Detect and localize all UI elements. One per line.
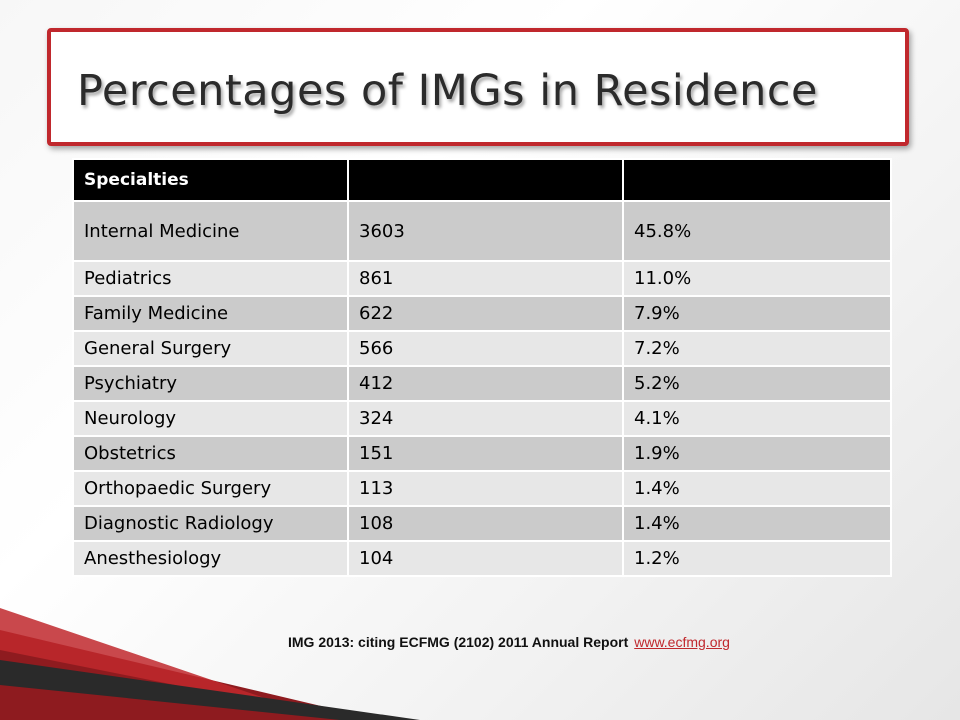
percent-cell: 7.2% <box>622 330 892 367</box>
percent-cell: 5.2% <box>622 365 892 402</box>
specialty-cell: Neurology <box>72 400 349 437</box>
decorative-swoosh <box>0 608 420 720</box>
count-cell: 622 <box>347 295 624 332</box>
percent-cell: 45.8% <box>622 200 892 262</box>
count-cell: 151 <box>347 435 624 472</box>
citation-text: IMG 2013: citing ECFMG (2102) 2011 Annua… <box>288 634 629 650</box>
table-row: Internal Medicine 3603 45.8% <box>72 200 892 262</box>
specialty-cell: Family Medicine <box>72 295 349 332</box>
percent-cell: 4.1% <box>622 400 892 437</box>
specialty-cell: Obstetrics <box>72 435 349 472</box>
header-percent <box>622 158 892 202</box>
table-row: Diagnostic Radiology 108 1.4% <box>72 505 892 542</box>
ecfmg-link[interactable]: www.ecfmg.org <box>634 634 730 650</box>
table-row: Obstetrics 151 1.9% <box>72 435 892 472</box>
specialty-cell: Anesthesiology <box>72 540 349 577</box>
count-cell: 104 <box>347 540 624 577</box>
percent-cell: 1.9% <box>622 435 892 472</box>
citation: IMG 2013: citing ECFMG (2102) 2011 Annua… <box>288 634 730 650</box>
title-box: Percentages of IMGs in Residence <box>47 28 909 146</box>
specialty-cell: Pediatrics <box>72 260 349 297</box>
count-cell: 324 <box>347 400 624 437</box>
specialty-cell: Psychiatry <box>72 365 349 402</box>
table-row: Psychiatry 412 5.2% <box>72 365 892 402</box>
table-row: Anesthesiology 104 1.2% <box>72 540 892 577</box>
table-row: General Surgery 566 7.2% <box>72 330 892 367</box>
specialties-table: Specialties Internal Medicine 3603 45.8%… <box>72 158 892 577</box>
percent-cell: 1.4% <box>622 505 892 542</box>
percent-cell: 11.0% <box>622 260 892 297</box>
percent-cell: 1.4% <box>622 470 892 507</box>
count-cell: 412 <box>347 365 624 402</box>
table-row: Neurology 324 4.1% <box>72 400 892 437</box>
slide-title: Percentages of IMGs in Residence <box>77 66 818 116</box>
specialty-cell: Internal Medicine <box>72 200 349 262</box>
table-row: Pediatrics 861 11.0% <box>72 260 892 297</box>
specialty-cell: Diagnostic Radiology <box>72 505 349 542</box>
percent-cell: 7.9% <box>622 295 892 332</box>
count-cell: 108 <box>347 505 624 542</box>
table-row: Orthopaedic Surgery 113 1.4% <box>72 470 892 507</box>
specialty-cell: Orthopaedic Surgery <box>72 470 349 507</box>
table-header-row: Specialties <box>72 158 892 202</box>
count-cell: 113 <box>347 470 624 507</box>
header-count <box>347 158 624 202</box>
percent-cell: 1.2% <box>622 540 892 577</box>
header-specialties: Specialties <box>72 158 349 202</box>
specialty-cell: General Surgery <box>72 330 349 367</box>
count-cell: 3603 <box>347 200 624 262</box>
table-row: Family Medicine 622 7.9% <box>72 295 892 332</box>
count-cell: 861 <box>347 260 624 297</box>
count-cell: 566 <box>347 330 624 367</box>
